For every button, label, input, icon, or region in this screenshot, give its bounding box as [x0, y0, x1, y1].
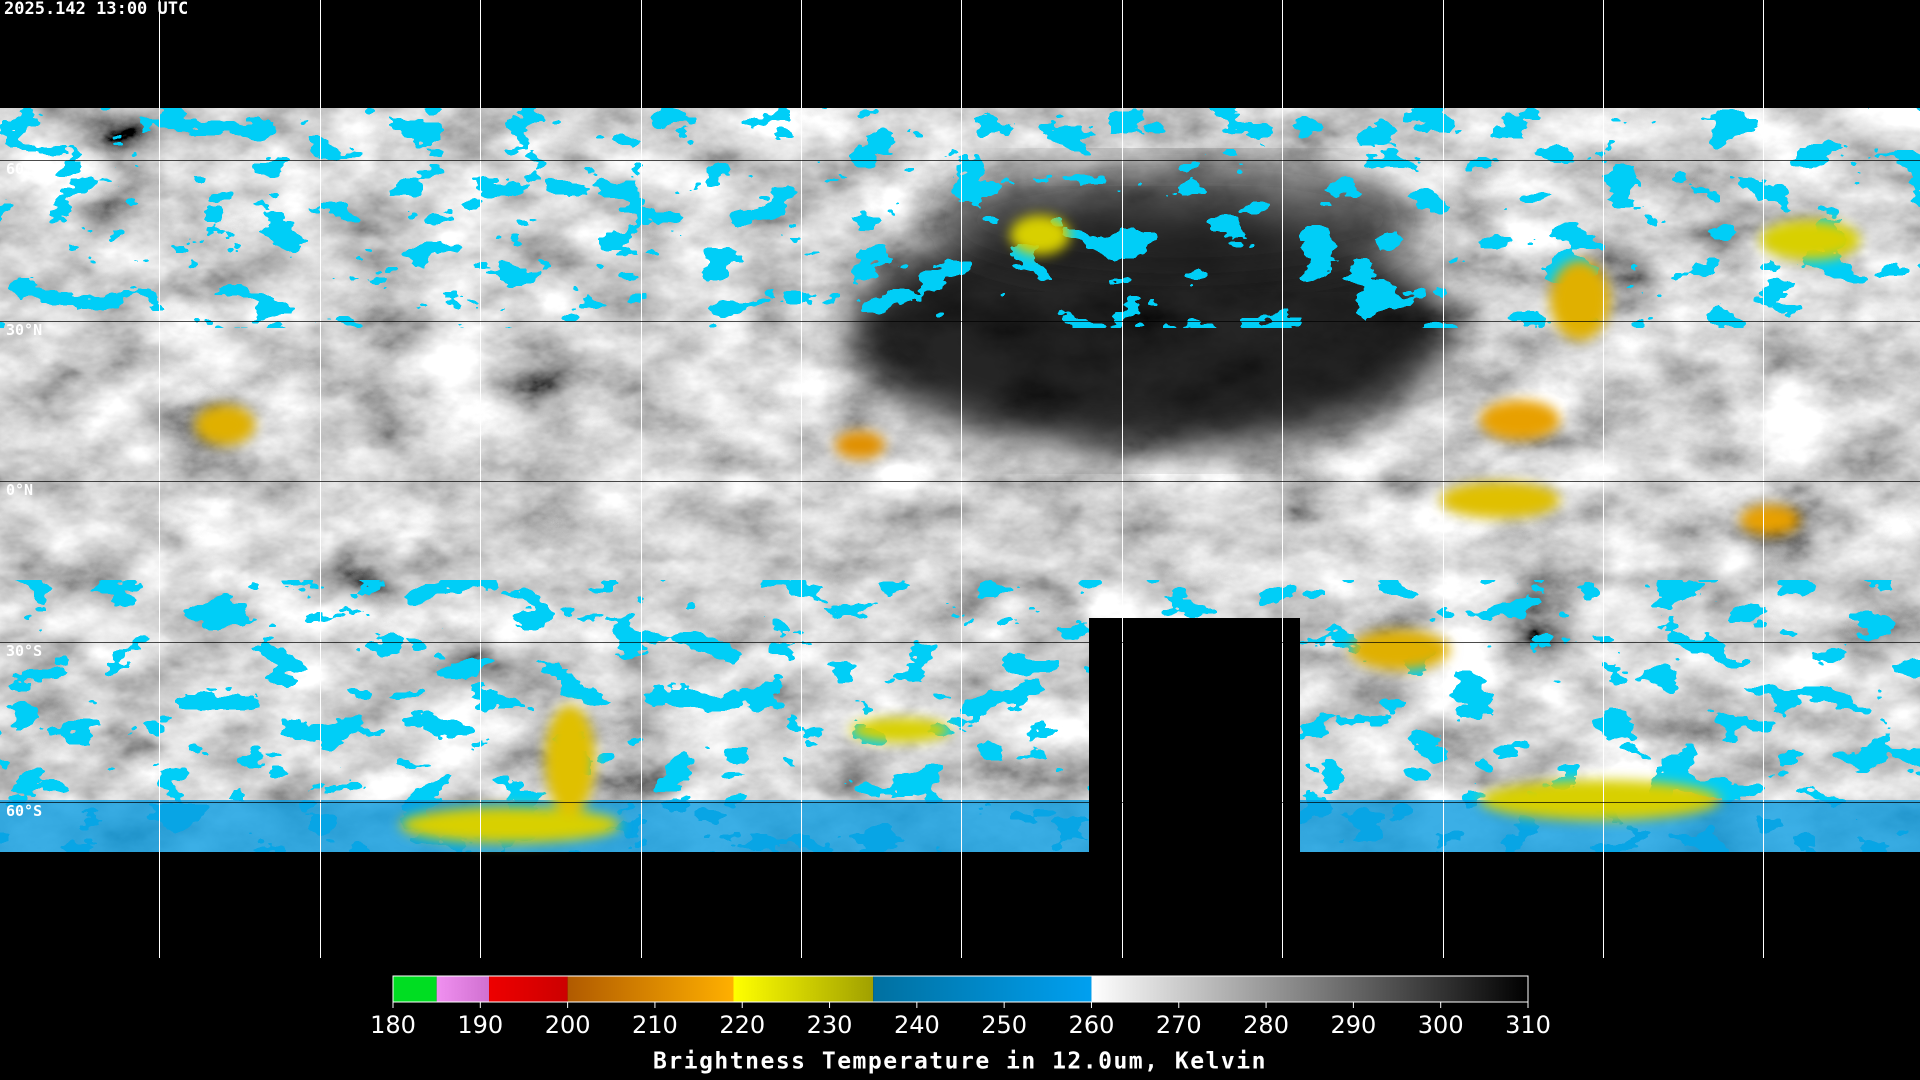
missing-data: [1089, 618, 1300, 852]
colorbar-tick-label: 260: [1069, 1011, 1115, 1039]
colorbar-tick-label: 220: [719, 1011, 765, 1039]
colorbar: 180 190 200 210 220 230 240 250 260 270 280 290 300 3…: [370, 976, 1551, 1039]
colorbar-segment: [393, 976, 437, 1002]
cold-cloud: [0, 108, 1920, 328]
colorbar-tick-label: 240: [894, 1011, 940, 1039]
colorbar-tick-label: 200: [545, 1011, 591, 1039]
colorbar-segment: [567, 976, 734, 1002]
graticule: [0, 160, 1920, 803]
colorbar-segment: [873, 976, 1092, 1002]
colorbar-frame: [392, 975, 1529, 1003]
colorbar-title: Brightness Temperature in 12.0um, Kelvin: [653, 1049, 1267, 1075]
colorbar-tick-label: 310: [1505, 1011, 1551, 1039]
colorbar-tick-label: 270: [1156, 1011, 1202, 1039]
colorbar-tick-label: 210: [632, 1011, 678, 1039]
cloud-imagery: [0, 108, 1920, 852]
colorbar-tick-label: 280: [1243, 1011, 1289, 1039]
latitude-label: 60°N: [6, 160, 42, 178]
latitude-label: 0°N: [6, 481, 33, 499]
colorbar-tick-label: 300: [1418, 1011, 1464, 1039]
colorbar-segment: [489, 976, 568, 1002]
latitude-label: 60°S: [6, 802, 42, 820]
timestamp: 2025.142 13:00 UTC: [4, 0, 188, 19]
colorbar-segment: [436, 976, 490, 1002]
colorbar-tick-label: 180: [370, 1011, 416, 1039]
convective-cells: [195, 215, 1860, 843]
graticule: [159, 0, 1764, 958]
latitude-label: 30°S: [6, 642, 42, 660]
colorbar-tick-label: 290: [1330, 1011, 1376, 1039]
colorbar-tick-label: 250: [981, 1011, 1027, 1039]
colorbar-segment: [733, 976, 874, 1002]
latitude-labels: 60°N 30°N 0°N 30°S 60°S: [6, 160, 42, 820]
colorbar-tick-label: 230: [807, 1011, 853, 1039]
latitude-label: 30°N: [6, 321, 42, 339]
colorbar-segment: [1091, 976, 1528, 1002]
colorbar-tick-label: 190: [457, 1011, 503, 1039]
